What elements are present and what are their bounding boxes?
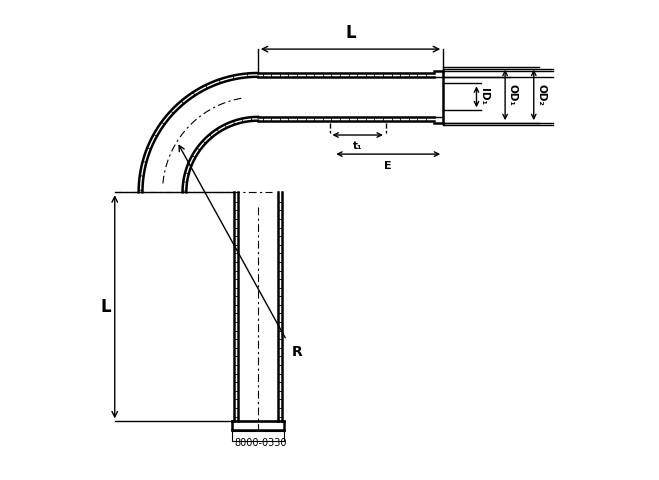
Text: L: L bbox=[345, 24, 356, 42]
Text: E: E bbox=[384, 161, 392, 171]
Text: R: R bbox=[291, 345, 302, 359]
Text: L: L bbox=[101, 298, 111, 316]
Text: ID₁: ID₁ bbox=[479, 88, 490, 105]
Text: OD₂: OD₂ bbox=[536, 84, 546, 106]
Text: OD₁: OD₁ bbox=[508, 84, 518, 106]
Text: t₁: t₁ bbox=[353, 141, 362, 151]
Text: 8000-0330: 8000-0330 bbox=[234, 438, 287, 448]
